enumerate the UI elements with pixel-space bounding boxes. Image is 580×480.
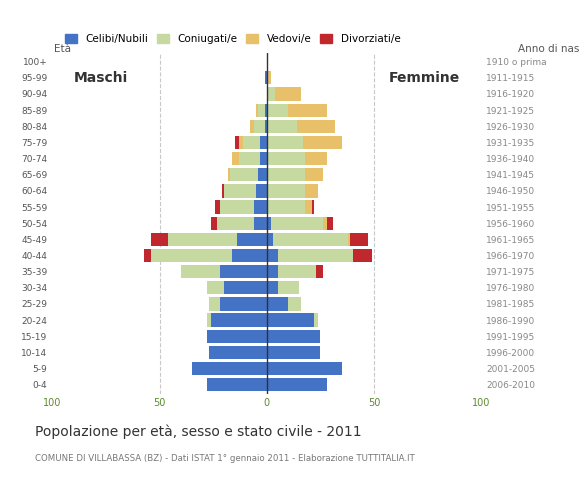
Bar <box>267 330 320 343</box>
Bar <box>264 104 267 117</box>
Legend: Celibi/Nubili, Coniugati/e, Vedovi/e, Divorziati/e: Celibi/Nubili, Coniugati/e, Vedovi/e, Di… <box>64 34 400 44</box>
Bar <box>209 297 220 311</box>
Text: COMUNE DI VILLABASSA (BZ) - Dati ISTAT 1° gennaio 2011 - Elaborazione TUTTITALIA: COMUNE DI VILLABASSA (BZ) - Dati ISTAT 1… <box>35 454 415 463</box>
Bar <box>267 152 306 165</box>
Bar <box>316 265 322 278</box>
Bar <box>233 249 267 262</box>
Bar <box>220 201 254 214</box>
Bar <box>260 152 267 165</box>
Bar <box>215 201 220 214</box>
Bar <box>211 216 218 230</box>
Bar <box>267 233 273 246</box>
Bar <box>267 378 327 391</box>
Bar <box>327 216 333 230</box>
Bar <box>267 168 306 181</box>
Bar <box>151 249 233 262</box>
Bar <box>209 346 267 359</box>
Bar <box>206 313 211 327</box>
Bar <box>220 265 267 278</box>
Bar <box>228 168 230 181</box>
Bar <box>211 313 267 327</box>
Bar <box>267 297 288 311</box>
Bar <box>260 136 267 149</box>
Bar <box>288 297 301 311</box>
Bar <box>267 184 306 197</box>
Y-axis label: Anno di nascita: Anno di nascita <box>519 44 580 54</box>
Bar <box>224 281 267 294</box>
Bar <box>206 330 267 343</box>
Bar <box>256 184 267 197</box>
Bar <box>306 184 318 197</box>
Bar <box>312 201 314 214</box>
Bar <box>306 201 312 214</box>
Bar <box>267 216 271 230</box>
Bar <box>191 362 267 375</box>
Bar <box>267 104 288 117</box>
Bar <box>181 265 220 278</box>
Text: Femmine: Femmine <box>389 71 460 85</box>
Bar <box>350 233 368 246</box>
Bar <box>239 152 260 165</box>
Bar <box>239 136 243 149</box>
Bar <box>249 120 254 133</box>
Text: Età: Età <box>55 44 71 54</box>
Bar <box>258 168 267 181</box>
Bar <box>349 233 350 246</box>
Bar <box>254 120 264 133</box>
Text: Popolazione per età, sesso e stato civile - 2011: Popolazione per età, sesso e stato civil… <box>35 425 361 439</box>
Bar <box>254 216 267 230</box>
Bar <box>144 249 151 262</box>
Bar <box>218 216 254 230</box>
Bar <box>264 71 267 84</box>
Bar <box>273 233 349 246</box>
Bar <box>151 233 168 246</box>
Bar <box>271 216 322 230</box>
Bar <box>267 201 306 214</box>
Bar <box>306 168 322 181</box>
Bar <box>353 249 372 262</box>
Bar <box>220 297 267 311</box>
Bar <box>278 249 353 262</box>
Bar <box>267 346 320 359</box>
Bar <box>168 233 237 246</box>
Bar <box>297 120 335 133</box>
Bar <box>267 265 278 278</box>
Bar <box>230 168 258 181</box>
Bar <box>222 184 224 197</box>
Bar <box>234 136 239 149</box>
Bar <box>233 152 239 165</box>
Bar <box>267 249 278 262</box>
Bar <box>264 120 267 133</box>
Bar <box>243 136 260 149</box>
Bar <box>267 281 278 294</box>
Bar <box>322 216 327 230</box>
Bar <box>276 87 301 101</box>
Bar <box>206 281 224 294</box>
Bar <box>258 104 264 117</box>
Bar <box>278 281 299 294</box>
Bar <box>288 104 327 117</box>
Bar <box>267 313 314 327</box>
Bar <box>267 120 297 133</box>
Bar <box>267 87 276 101</box>
Bar <box>254 201 267 214</box>
Bar <box>306 152 327 165</box>
Bar <box>314 313 318 327</box>
Bar <box>267 71 271 84</box>
Bar <box>256 104 258 117</box>
Bar <box>267 362 342 375</box>
Bar <box>206 378 267 391</box>
Bar <box>267 136 303 149</box>
Bar <box>237 233 267 246</box>
Bar <box>303 136 342 149</box>
Bar <box>278 265 316 278</box>
Bar <box>224 184 256 197</box>
Text: Maschi: Maschi <box>74 71 128 85</box>
